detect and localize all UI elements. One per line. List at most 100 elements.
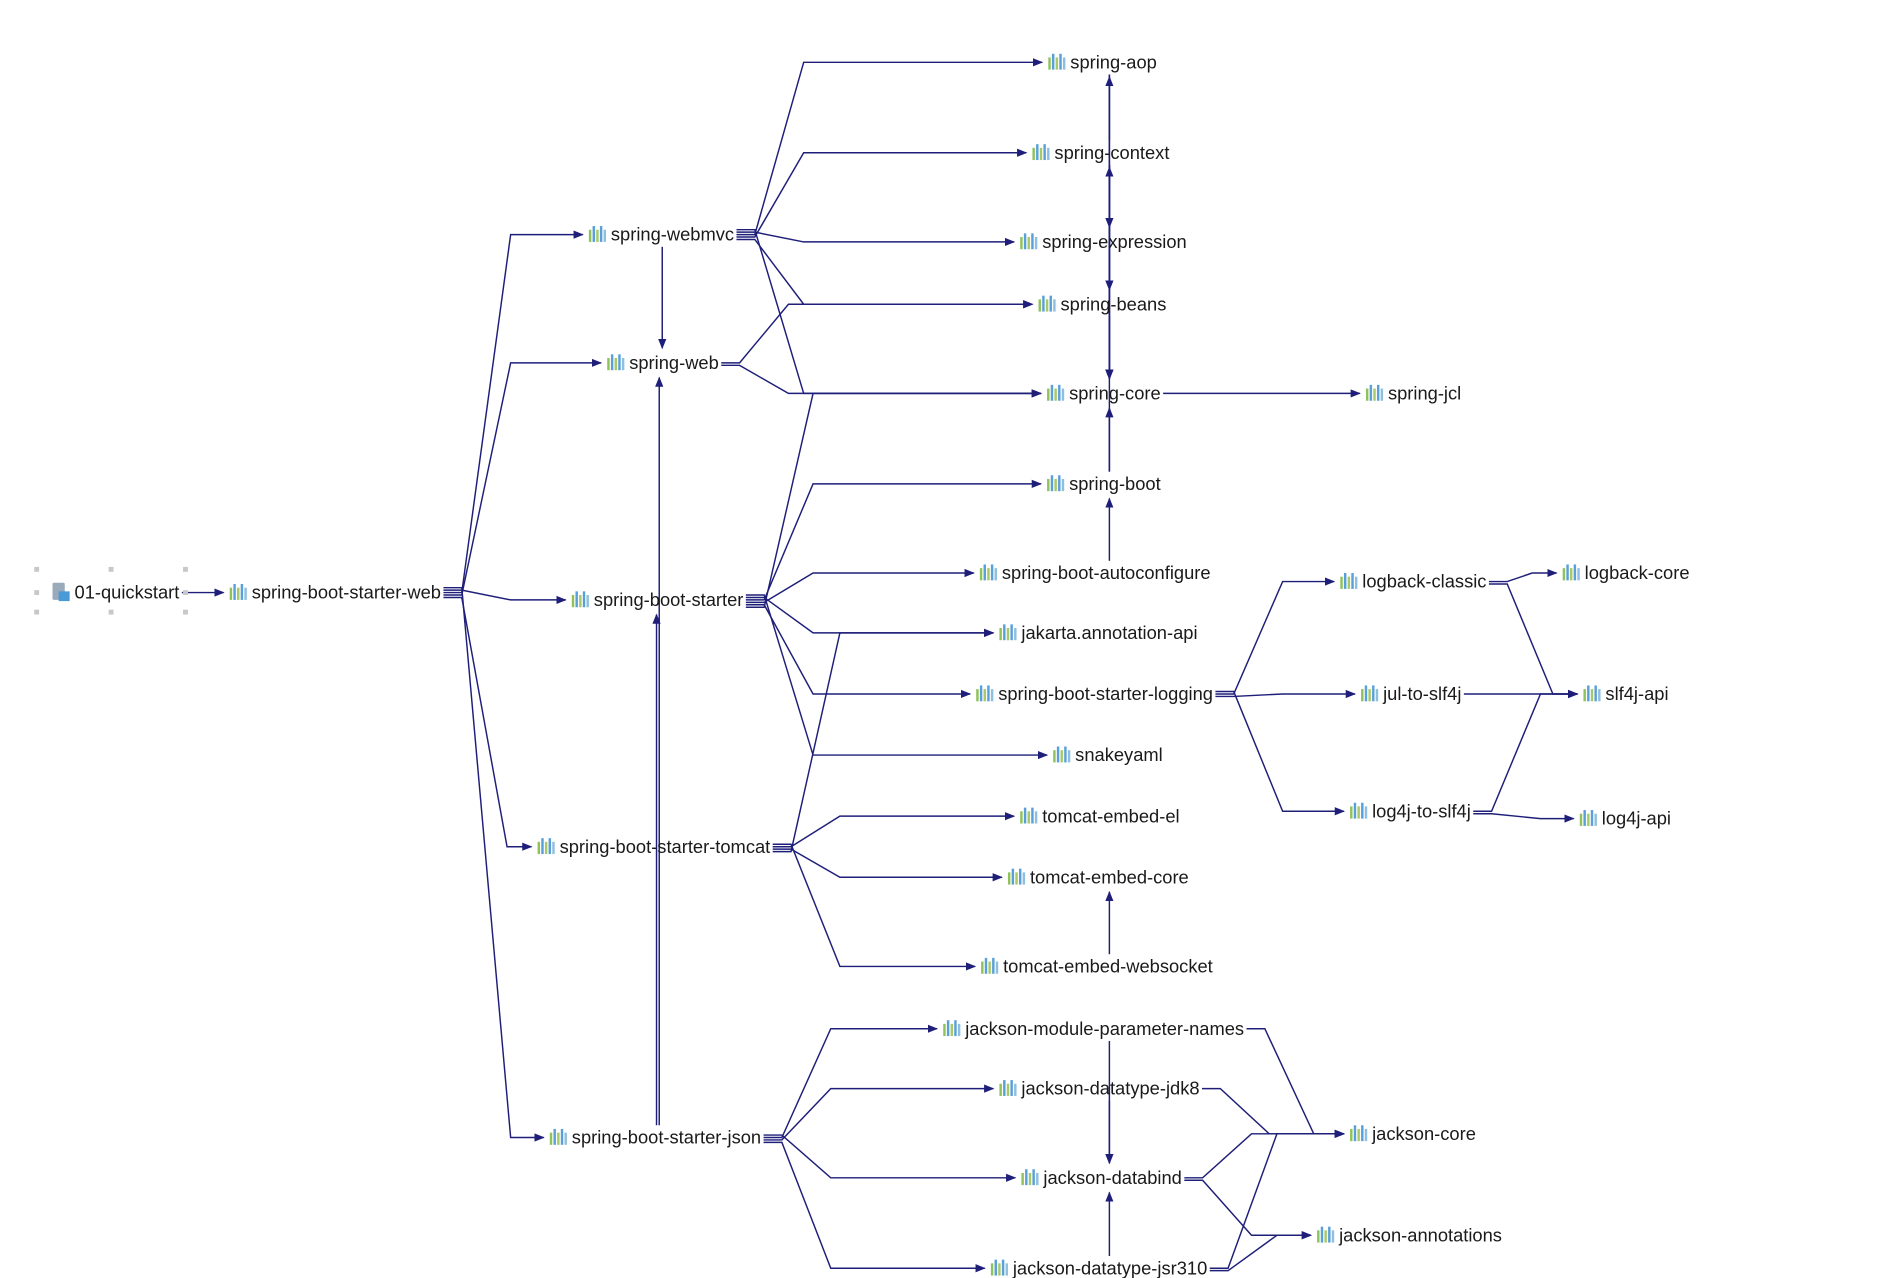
jar-library-icon: [1562, 564, 1580, 581]
edge-spring-webmvc-to-spring-context: [736, 148, 1028, 238]
jar-library-icon: [990, 1259, 1008, 1276]
node-label: jackson-annotations: [1338, 1224, 1502, 1245]
edge-spring-web-to-spring-beans: [721, 300, 1034, 364]
jar-library-icon: [1350, 1125, 1368, 1142]
maven-module-icon: [52, 582, 70, 602]
node-label: jackson-datatype-jdk8: [1020, 1078, 1199, 1099]
node-spring-boot-starter-web[interactable]: spring-boot-starter-web: [229, 582, 441, 603]
node-spring-expression[interactable]: spring-expression: [1020, 231, 1187, 252]
jar-library-icon: [1047, 384, 1065, 401]
node-spring-beans[interactable]: spring-beans: [1038, 293, 1167, 314]
edge-spring-boot-starter-web-to-spring-boot-starter-tomcat: [443, 596, 533, 851]
node-spring-boot-starter[interactable]: spring-boot-starter: [571, 589, 744, 610]
node-label: spring-boot-starter-tomcat: [560, 836, 771, 857]
edge-jackson-datatype-jdk8-to-jackson-core: [1202, 1087, 1345, 1138]
node-spring-boot-autoconfigure[interactable]: spring-boot-autoconfigure: [979, 562, 1211, 583]
node-label: jackson-core: [1371, 1123, 1476, 1144]
node-label: spring-context: [1054, 142, 1169, 163]
edge-spring-boot-starter-to-jakarta.annotation-api: [745, 596, 995, 637]
jar-library-icon: [1020, 233, 1038, 250]
edge-spring-boot-starter-to-snakeyaml: [745, 594, 1049, 760]
edge-jackson-databind-to-jackson-core: [1184, 1129, 1345, 1179]
node-label: spring-boot: [1069, 473, 1161, 494]
node-jackson-databind[interactable]: jackson-databind: [1021, 1167, 1182, 1188]
node-label: spring-boot-starter-json: [572, 1127, 761, 1148]
node-label: spring-aop: [1070, 51, 1157, 72]
node-snakeyaml[interactable]: snakeyaml: [1053, 744, 1163, 765]
node-logback-classic[interactable]: logback-classic: [1340, 571, 1486, 592]
edge-spring-boot-starter-web-to-spring-boot-starter: [443, 589, 567, 605]
jar-library-icon: [1007, 868, 1026, 885]
jar-library-icon: [1579, 810, 1597, 826]
node-label: tomcat-embed-core: [1030, 866, 1189, 887]
node-spring-boot-starter-tomcat[interactable]: spring-boot-starter-tomcat: [537, 836, 771, 857]
edge-jackson-module-parameter-names-to-jackson-core: [1246, 1028, 1345, 1138]
node-jackson-datatype-jdk8[interactable]: jackson-datatype-jdk8: [999, 1078, 1200, 1099]
node-tomcat-embed-websocket[interactable]: tomcat-embed-websocket: [981, 956, 1213, 977]
jar-library-icon: [981, 957, 999, 974]
node-spring-web[interactable]: spring-web: [607, 352, 719, 373]
node-jul-to-slf4j[interactable]: jul-to-slf4j: [1361, 683, 1461, 704]
edge-spring-boot-starter-to-spring-boot-autoconfigure: [745, 568, 975, 604]
edge-logback-classic-to-slf4j-api: [1488, 583, 1579, 699]
jar-library-icon: [607, 354, 625, 371]
edge-logback-classic-to-logback-core: [1488, 568, 1558, 583]
node-label: spring-web: [629, 352, 719, 373]
node-spring-core[interactable]: spring-core: [1047, 383, 1161, 404]
node-01-quickstart[interactable]: 01-quickstart: [52, 582, 180, 603]
jar-library-icon: [571, 591, 589, 608]
node-label: 01-quickstart: [75, 582, 180, 603]
node-label: jackson-databind: [1042, 1167, 1181, 1188]
node-tomcat-embed-el[interactable]: tomcat-embed-el: [1020, 805, 1180, 826]
node-label: spring-core: [1069, 383, 1161, 404]
node-label: jakarta.annotation-api: [1020, 622, 1197, 643]
edge-spring-boot-starter-to-spring-boot-starter-logging: [745, 604, 972, 699]
edge-spring-boot-starter-web-to-spring-boot-starter-json: [443, 586, 545, 1142]
jar-library-icon: [1020, 807, 1038, 824]
node-label: spring-beans: [1061, 293, 1167, 314]
node-logback-core[interactable]: logback-core: [1562, 562, 1690, 583]
edge-spring-boot-starter-tomcat-to-tomcat-embed-core: [772, 848, 1003, 882]
node-spring-boot-starter-logging[interactable]: spring-boot-starter-logging: [976, 683, 1213, 704]
edge-spring-boot-starter-logging-to-jul-to-slf4j: [1215, 689, 1356, 699]
jar-library-icon: [999, 624, 1017, 641]
jar-library-icon: [1048, 53, 1066, 70]
node-label: log4j-api: [1602, 808, 1671, 829]
node-slf4j-api[interactable]: slf4j-api: [1583, 683, 1669, 704]
node-log4j-to-slf4j[interactable]: log4j-to-slf4j: [1350, 800, 1471, 821]
edge-spring-boot-starter-tomcat-to-tomcat-embed-websocket: [772, 843, 977, 971]
node-label: snakeyaml: [1075, 744, 1163, 765]
node-spring-context[interactable]: spring-context: [1032, 142, 1169, 163]
jar-library-icon: [229, 584, 247, 600]
edge-spring-boot-starter-json-to-jackson-datatype-jsr310: [763, 1141, 986, 1273]
node-spring-webmvc[interactable]: spring-webmvc: [588, 224, 734, 245]
nodes-layer: 01-quickstart spring-boot-starter-web spri…: [34, 51, 1690, 1278]
jar-library-icon: [549, 1128, 567, 1145]
jar-library-icon: [1317, 1226, 1335, 1243]
jar-library-icon: [1583, 685, 1601, 702]
jar-library-icon: [1365, 384, 1384, 401]
node-tomcat-embed-core[interactable]: tomcat-embed-core: [1007, 866, 1189, 887]
jar-library-icon: [979, 564, 997, 581]
node-spring-aop[interactable]: spring-aop: [1048, 51, 1157, 72]
node-label: spring-boot-starter: [594, 589, 744, 610]
node-spring-jcl[interactable]: spring-jcl: [1365, 383, 1461, 404]
edge-log4j-to-slf4j-to-log4j-api: [1473, 812, 1575, 823]
jar-library-icon: [588, 226, 607, 242]
edge-spring-boot-starter-tomcat-to-jakarta.annotation-api: [772, 628, 995, 853]
edge-jackson-datatype-jsr310-to-jackson-annotations: [1209, 1231, 1313, 1272]
node-jackson-datatype-jsr310[interactable]: jackson-datatype-jsr310: [990, 1257, 1207, 1278]
node-spring-boot[interactable]: spring-boot: [1047, 473, 1161, 494]
jar-library-icon: [943, 1020, 961, 1037]
node-jackson-core[interactable]: jackson-core: [1350, 1123, 1476, 1144]
node-log4j-api[interactable]: log4j-api: [1579, 808, 1671, 829]
jar-library-icon: [976, 685, 994, 702]
node-label: logback-core: [1585, 562, 1690, 583]
edge-spring-boot-starter-to-spring-core: [745, 389, 1042, 608]
selection-handles[interactable]: [34, 566, 188, 615]
node-jakarta-annotation-api[interactable]: jakarta.annotation-api: [999, 622, 1198, 643]
node-spring-boot-starter-json[interactable]: spring-boot-starter-json: [549, 1127, 761, 1148]
node-jackson-annotations[interactable]: jackson-annotations: [1317, 1224, 1502, 1245]
node-jackson-module-parameter-names[interactable]: jackson-module-parameter-names: [943, 1018, 1244, 1039]
